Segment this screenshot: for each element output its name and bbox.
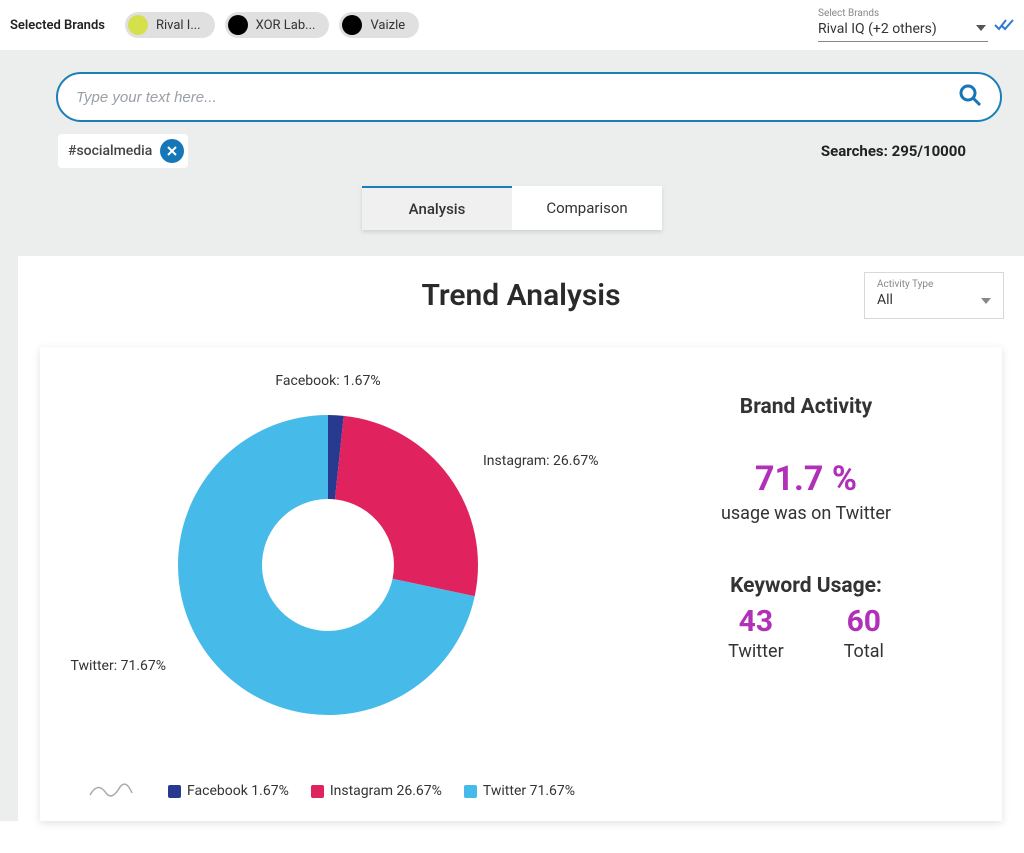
search-bar bbox=[56, 72, 1002, 122]
legend-item: Twitter 71.67% bbox=[464, 783, 575, 799]
chart-legend: Facebook 1.67% Instagram 26.67% Twitter … bbox=[58, 765, 618, 803]
tab-comparison[interactable]: Comparison bbox=[512, 186, 662, 230]
trend-title: Trend Analysis bbox=[178, 278, 864, 313]
select-brands-label: Select Brands bbox=[818, 8, 988, 19]
activity-type-value: All bbox=[877, 290, 991, 308]
double-check-icon[interactable] bbox=[994, 18, 1014, 32]
brand-dot-icon bbox=[342, 15, 362, 35]
brand-dot-icon bbox=[228, 15, 248, 35]
legend-label: Facebook 1.67% bbox=[187, 783, 289, 799]
content-area: Trend Analysis Activity Type All Faceboo… bbox=[18, 256, 1024, 821]
chart-column: Facebook: 1.67% Instagram: 26.67% Twitter:… bbox=[58, 365, 618, 803]
brand-chip[interactable]: Rival I... bbox=[125, 12, 215, 38]
legend-item: Facebook 1.67% bbox=[168, 783, 289, 799]
brand-dot-icon bbox=[128, 15, 148, 35]
chevron-down-icon bbox=[981, 298, 991, 304]
keyword-twitter: 43 Twitter bbox=[728, 604, 784, 662]
chevron-down-icon bbox=[976, 25, 986, 31]
trend-card: Facebook: 1.67% Instagram: 26.67% Twitter:… bbox=[40, 347, 1002, 821]
brand-chip-label: Vaizle bbox=[370, 18, 405, 33]
tag-remove-icon[interactable] bbox=[160, 139, 184, 163]
slice-label: Instagram: 26.67% bbox=[483, 453, 598, 469]
brand-chip[interactable]: Vaizle bbox=[339, 12, 419, 38]
legend-label: Instagram 26.67% bbox=[330, 783, 442, 799]
donut-slice-instagram[interactable] bbox=[335, 416, 478, 596]
keyword-usage-title: Keyword Usage: bbox=[648, 574, 964, 598]
tag-text: #socialmedia bbox=[68, 143, 152, 159]
brand-chip[interactable]: XOR Lab... bbox=[225, 12, 330, 38]
legend-color-icon bbox=[311, 785, 324, 798]
brand-chip-label: Rival I... bbox=[156, 18, 201, 33]
tab-analysis[interactable]: Analysis bbox=[362, 186, 512, 230]
donut-chart: Facebook: 1.67% Instagram: 26.67% Twitter:… bbox=[58, 365, 618, 765]
select-brands-value: Rival IQ (+2 others) bbox=[818, 21, 937, 37]
keyword-label: Total bbox=[844, 641, 884, 662]
usage-line: usage was on Twitter bbox=[648, 503, 964, 524]
keyword-total: 60 Total bbox=[844, 604, 884, 662]
wave-icon bbox=[88, 779, 134, 803]
searches-count: Searches: 295/10000 bbox=[821, 142, 966, 160]
slice-label: Twitter: 71.67% bbox=[71, 658, 167, 674]
brand-activity-title: Brand Activity bbox=[648, 395, 964, 419]
legend-item: Instagram 26.67% bbox=[311, 783, 442, 799]
keyword-num: 60 bbox=[844, 604, 884, 639]
usage-percent: 71.7 % bbox=[648, 459, 964, 499]
search-input[interactable] bbox=[76, 89, 958, 106]
tabs: Analysis Comparison bbox=[0, 186, 1024, 238]
search-tag: #socialmedia bbox=[58, 134, 188, 168]
brand-chips: Rival I... XOR Lab... Vaizle bbox=[125, 12, 419, 38]
search-icon[interactable] bbox=[958, 83, 982, 111]
trend-header: Trend Analysis Activity Type All bbox=[18, 272, 1024, 331]
slice-label: Facebook: 1.67% bbox=[275, 373, 380, 389]
keyword-row: 43 Twitter 60 Total bbox=[648, 604, 964, 662]
legend-label: Twitter 71.67% bbox=[483, 783, 575, 799]
keyword-label: Twitter bbox=[728, 641, 784, 662]
selected-brands-label: Selected Brands bbox=[10, 18, 105, 33]
tag-row: #socialmedia Searches: 295/10000 bbox=[0, 122, 1024, 186]
legend-color-icon bbox=[168, 785, 181, 798]
activity-type-label: Activity Type bbox=[877, 279, 991, 290]
mid-area: #socialmedia Searches: 295/10000 Analysi… bbox=[0, 50, 1024, 821]
stats-column: Brand Activity 71.7 % usage was on Twitt… bbox=[618, 365, 984, 803]
brand-chip-label: XOR Lab... bbox=[256, 18, 316, 33]
keyword-num: 43 bbox=[728, 604, 784, 639]
top-bar: Selected Brands Rival I... XOR Lab... Va… bbox=[0, 0, 1024, 50]
select-brands-dropdown[interactable]: Select Brands Rival IQ (+2 others) bbox=[818, 8, 988, 42]
activity-type-dropdown[interactable]: Activity Type All bbox=[864, 272, 1004, 319]
legend-color-icon bbox=[464, 785, 477, 798]
